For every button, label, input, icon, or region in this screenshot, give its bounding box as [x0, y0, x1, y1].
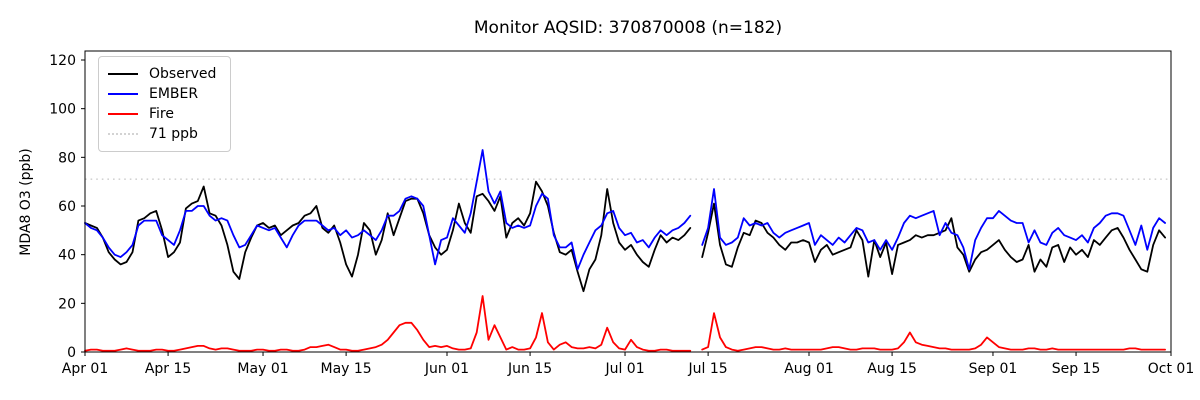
- legend-item-observed: Observed: [108, 64, 216, 84]
- x-tick-label: Oct 01: [1148, 361, 1194, 377]
- axes-box: [84, 50, 1172, 353]
- x-tick-label: Aug 15: [867, 361, 917, 377]
- series-line-fire: [84, 295, 1166, 352]
- legend: Observed EMBER Fire 71 ppb: [98, 56, 232, 152]
- x-tick-label: Jun 01: [424, 361, 469, 377]
- legend-item-threshold: 71 ppb: [108, 124, 216, 144]
- x-tick-label: Sep 15: [1052, 361, 1101, 377]
- y-axis-label: MDA8 O3 (ppb): [18, 148, 34, 256]
- series-line-observed: [84, 180, 1166, 293]
- observed-line-swatch: [108, 73, 138, 75]
- x-tick-label: Jul 15: [688, 361, 728, 377]
- x-tick-label: Jun 15: [507, 361, 552, 377]
- x-tick-label: Jul 01: [604, 361, 644, 377]
- x-tick-label: May 01: [237, 361, 288, 377]
- x-tick-label: Apr 01: [62, 361, 108, 377]
- legend-item-fire: Fire: [108, 104, 216, 124]
- threshold-line-swatch: [108, 133, 138, 135]
- legend-label: Fire: [149, 106, 174, 122]
- series-line-ember: [84, 149, 1166, 271]
- x-tick-label: May 15: [321, 361, 372, 377]
- chart-title: Monitor AQSID: 370870008 (n=182): [474, 18, 782, 38]
- y-tick-label: 40: [58, 248, 76, 264]
- fire-line-swatch: [108, 113, 138, 115]
- ember-line-swatch: [108, 93, 138, 95]
- x-tick-label: Sep 01: [969, 361, 1018, 377]
- x-tick-label: Apr 15: [145, 361, 191, 377]
- legend-label: 71 ppb: [149, 126, 198, 142]
- x-tick-label: Aug 01: [784, 361, 834, 377]
- y-tick-label: 20: [58, 296, 76, 312]
- legend-item-ember: EMBER: [108, 84, 216, 104]
- y-tick-label: 120: [49, 53, 76, 69]
- legend-label: EMBER: [149, 86, 199, 102]
- y-tick-label: 100: [49, 102, 76, 118]
- y-tick-label: 0: [67, 345, 76, 361]
- y-tick-label: 80: [58, 150, 76, 166]
- y-tick-label: 60: [58, 199, 76, 215]
- legend-label: Observed: [149, 66, 217, 82]
